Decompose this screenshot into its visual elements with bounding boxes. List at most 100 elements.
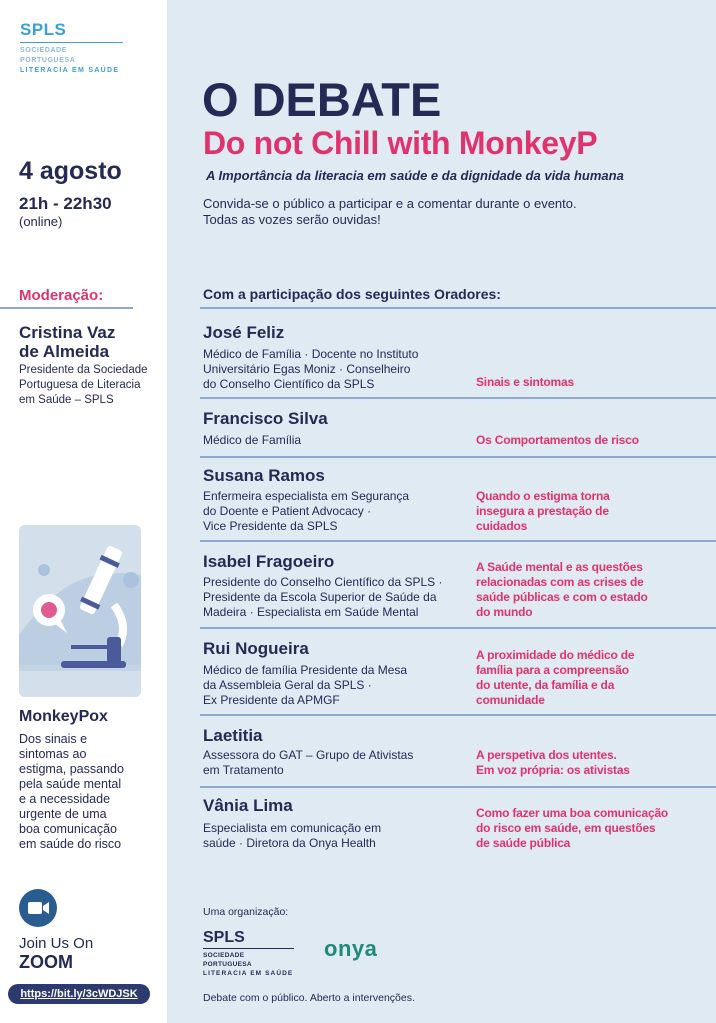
logo-title: SPLS <box>203 929 245 946</box>
zoom-link[interactable]: https://bit.ly/3cWDJSK <box>8 984 150 1004</box>
desc-line: Presidente do Conselho Científico da SPL… <box>203 575 443 589</box>
topic-line: do mundo <box>476 605 533 619</box>
desc-line: Médico de Família · Docente no Instituto <box>203 347 419 361</box>
speaker-topic: A proximidade do médico de família para a… <box>476 648 676 708</box>
tagline: A Importância da literacia em saúde e da… <box>206 168 624 183</box>
moderator-name-line2: de Almeida <box>19 342 110 361</box>
desc-line: Portuguesa de Literacia <box>19 379 141 391</box>
desc-line: da Assembleia Geral da SPLS · <box>203 678 372 692</box>
desc-line: Presidente da Escola Superior de Saúde d… <box>203 590 437 604</box>
desc-line: em saúde do risco <box>19 837 122 851</box>
divider <box>200 627 716 629</box>
desc-line: em Saúde – SPLS <box>19 394 114 406</box>
topic-line: insegura a prestação de <box>476 504 609 518</box>
divider <box>20 42 123 43</box>
topic-line: A proximidade do médico de <box>476 648 635 662</box>
intro: Convida-se o público a participar e a co… <box>203 196 577 228</box>
speaker-desc: Médico de Família <box>203 433 463 448</box>
speaker-name: Vânia Lima <box>203 796 293 815</box>
desc-line: Ex Presidente da APMGF <box>203 693 340 707</box>
desc-line: em Tratamento <box>203 763 284 777</box>
desc-line: Madeira · Especialista em Saúde Mental <box>203 605 419 619</box>
speaker-desc: Presidente do Conselho Científico da SPL… <box>203 575 463 620</box>
divider <box>0 307 133 309</box>
desc-line: pela saúde mental <box>19 777 122 791</box>
speaker-name: Rui Nogueira <box>203 639 309 658</box>
speaker-desc: Enfermeira especialista em Segurança do D… <box>203 489 463 534</box>
topic-line: Os Comportamentos de risco <box>476 433 639 447</box>
speaker-topic: A perspetiva dos utentes. Em voz própria:… <box>476 748 676 778</box>
divider <box>200 307 716 309</box>
join-text: Join Us On <box>19 935 94 952</box>
topic-line: cuidados <box>476 519 528 533</box>
moderator-name-line1: Cristina Vaz <box>19 323 116 342</box>
onya-logo: onya <box>324 936 378 961</box>
speaker-name: José Feliz <box>203 323 285 342</box>
logo-line1: SOCIEDADE PORTUGUESA <box>203 952 252 968</box>
divider <box>200 540 716 542</box>
logo-line2: LITERACIA EM SAÚDE <box>20 67 120 74</box>
topic-line: família para a compreensão <box>476 663 629 677</box>
speaker-desc: Especialista em comunicação em saúde · Di… <box>203 821 463 851</box>
speaker-name: Francisco Silva <box>203 409 328 428</box>
desc-line: Universitário Egas Moniz · Conselheiro <box>203 362 411 376</box>
desc-line: e a necessidade <box>19 792 111 806</box>
topic-line: relacionadas com as crises de <box>476 575 644 589</box>
speaker-name: Laetitia <box>203 726 263 745</box>
topic-line: Como fazer uma boa comunicação <box>476 806 669 820</box>
intro-line: Convida-se o público a participar e a co… <box>203 196 577 211</box>
speaker-desc: Assessora do GAT – Grupo de Ativistas em … <box>203 748 463 778</box>
topic-line: Sinais e sintomas <box>476 375 574 389</box>
logo-line1: SOCIEDADE PORTUGUESA <box>20 47 76 64</box>
desc-line: do Doente e Patient Advocacy · <box>203 504 372 518</box>
topic-title: MonkeyPox <box>19 708 108 725</box>
topic-line: de saúde pública <box>476 836 571 850</box>
desc-line: boa comunicação <box>19 822 117 836</box>
topic-line: do utente, da família e da <box>476 678 615 692</box>
event-date: 4 agosto <box>19 157 122 185</box>
speaker-name: Susana Ramos <box>203 466 325 485</box>
divider <box>200 456 716 458</box>
event-mode: (online) <box>19 214 63 229</box>
speaker-topic: Como fazer uma boa comunicação do risco e… <box>476 806 676 851</box>
main-panel <box>167 0 716 1023</box>
desc-line: estigma, passando <box>19 762 124 776</box>
speaker-topic: Os Comportamentos de risco <box>476 433 676 448</box>
desc-line: Vice Presidente da SPLS <box>203 519 338 533</box>
desc-line: do Conselho Científico da SPLS <box>203 377 375 391</box>
zoom-camera-icon <box>19 889 57 927</box>
desc-line: Dos sinais e <box>19 732 88 746</box>
topic-line: do risco em saúde, em questões <box>476 821 656 835</box>
divider <box>203 948 294 949</box>
desc-line: Médico de família Presidente da Mesa <box>203 663 408 677</box>
divider <box>200 397 716 399</box>
speaker-name: Isabel Fragoeiro <box>203 552 335 571</box>
spls-logo: SPLS SOCIEDADE PORTUGUESA LITERACIA EM S… <box>20 20 123 76</box>
spls-org-logo: SPLS SOCIEDADE PORTUGUESA LITERACIA EM S… <box>203 929 294 978</box>
desc-line: Médico de Família <box>203 433 302 447</box>
moderator-name: Cristina Vaz de Almeida <box>19 323 115 361</box>
topic-line: A Saúde mental e as questões <box>476 560 643 574</box>
page-subtitle: Do not Chill with MonkeyP <box>203 125 598 161</box>
moderation-label: Moderação: <box>19 287 104 304</box>
topic-line: comunidade <box>476 693 545 707</box>
topic-line: Quando o estigma torna <box>476 489 610 503</box>
page-title: O DEBATE <box>202 73 442 126</box>
speaker-topic: Quando o estigma torna insegura a prestaç… <box>476 489 676 534</box>
desc-line: Assessora do GAT – Grupo de Ativistas <box>203 748 414 762</box>
speaker-topic: Sinais e sintomas <box>476 375 676 390</box>
microscope-illustration <box>19 525 141 697</box>
topic-line: saúde públicas e com o estado <box>476 590 648 604</box>
speaker-desc: Médico de Família · Docente no Instituto… <box>203 347 463 392</box>
moderator-desc: Presidente da Sociedade Portuguesa de Li… <box>19 363 148 408</box>
speakers-header: Com a participação dos seguintes Oradore… <box>203 286 501 302</box>
logo-title: SPLS <box>20 20 67 39</box>
logo-line2: LITERACIA EM SAÚDE <box>203 970 294 977</box>
footer-note: Debate com o público. Aberto a intervenç… <box>203 992 415 1004</box>
topic-line: Em voz própria: os ativistas <box>476 763 630 777</box>
zoom-text: ZOOM <box>19 952 73 972</box>
topic-desc: Dos sinais e sintomas ao estigma, passan… <box>19 732 149 852</box>
event-time: 21h - 22h30 <box>19 194 112 213</box>
speaker-desc: Médico de família Presidente da Mesa da A… <box>203 663 463 708</box>
desc-line: Especialista em comunicação em <box>203 821 382 835</box>
